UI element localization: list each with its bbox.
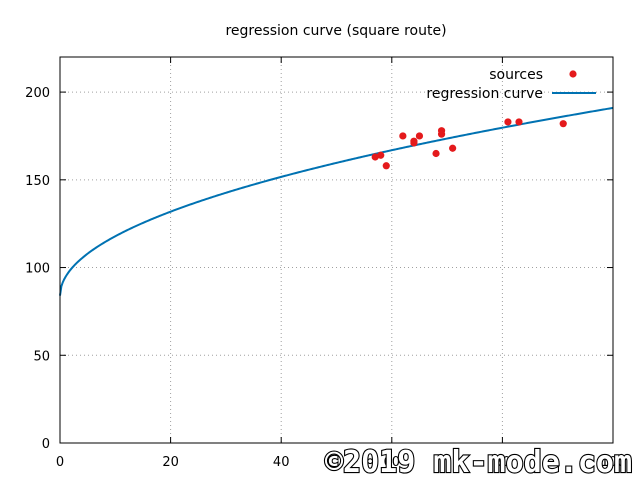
data-point: [382, 162, 390, 170]
data-point: [515, 118, 523, 126]
x-tick-label: 0: [56, 455, 64, 470]
x-tick-label: 100: [601, 455, 626, 470]
data-point: [371, 153, 379, 161]
y-tick-label: 0: [42, 437, 50, 452]
chart-title: regression curve (square route): [225, 23, 446, 39]
watermark: ©2019 mk-mode.com: [325, 445, 632, 480]
legend: sources regression curve: [426, 67, 596, 102]
grid: [60, 57, 613, 443]
x-tick-label: 80: [494, 455, 511, 470]
legend-marker-sources: [569, 70, 577, 78]
data-point: [410, 137, 418, 145]
x-tick-label: 20: [162, 455, 179, 470]
x-tick-label: 60: [384, 455, 401, 470]
data-point: [399, 132, 407, 140]
data-point: [437, 130, 446, 138]
data-point: [449, 144, 457, 152]
y-tick-label: 200: [25, 86, 50, 101]
axis-ticks: 0 20 40 60 80 100 0 50 100 150 200: [25, 57, 625, 470]
data-point: [432, 149, 440, 158]
data-point: [504, 118, 512, 126]
y-tick-label: 150: [25, 174, 50, 189]
x-tick-label: 40: [273, 455, 290, 470]
legend-label-regression-curve: regression curve: [426, 86, 543, 102]
y-tick-label: 50: [33, 349, 50, 364]
legend-label-sources: sources: [489, 67, 543, 83]
data-point: [377, 151, 385, 159]
data-point: [415, 132, 424, 140]
points-layer: [371, 118, 567, 170]
plot-frame: [59, 56, 614, 444]
data-point: [559, 120, 567, 128]
y-tick-label: 100: [25, 262, 50, 277]
